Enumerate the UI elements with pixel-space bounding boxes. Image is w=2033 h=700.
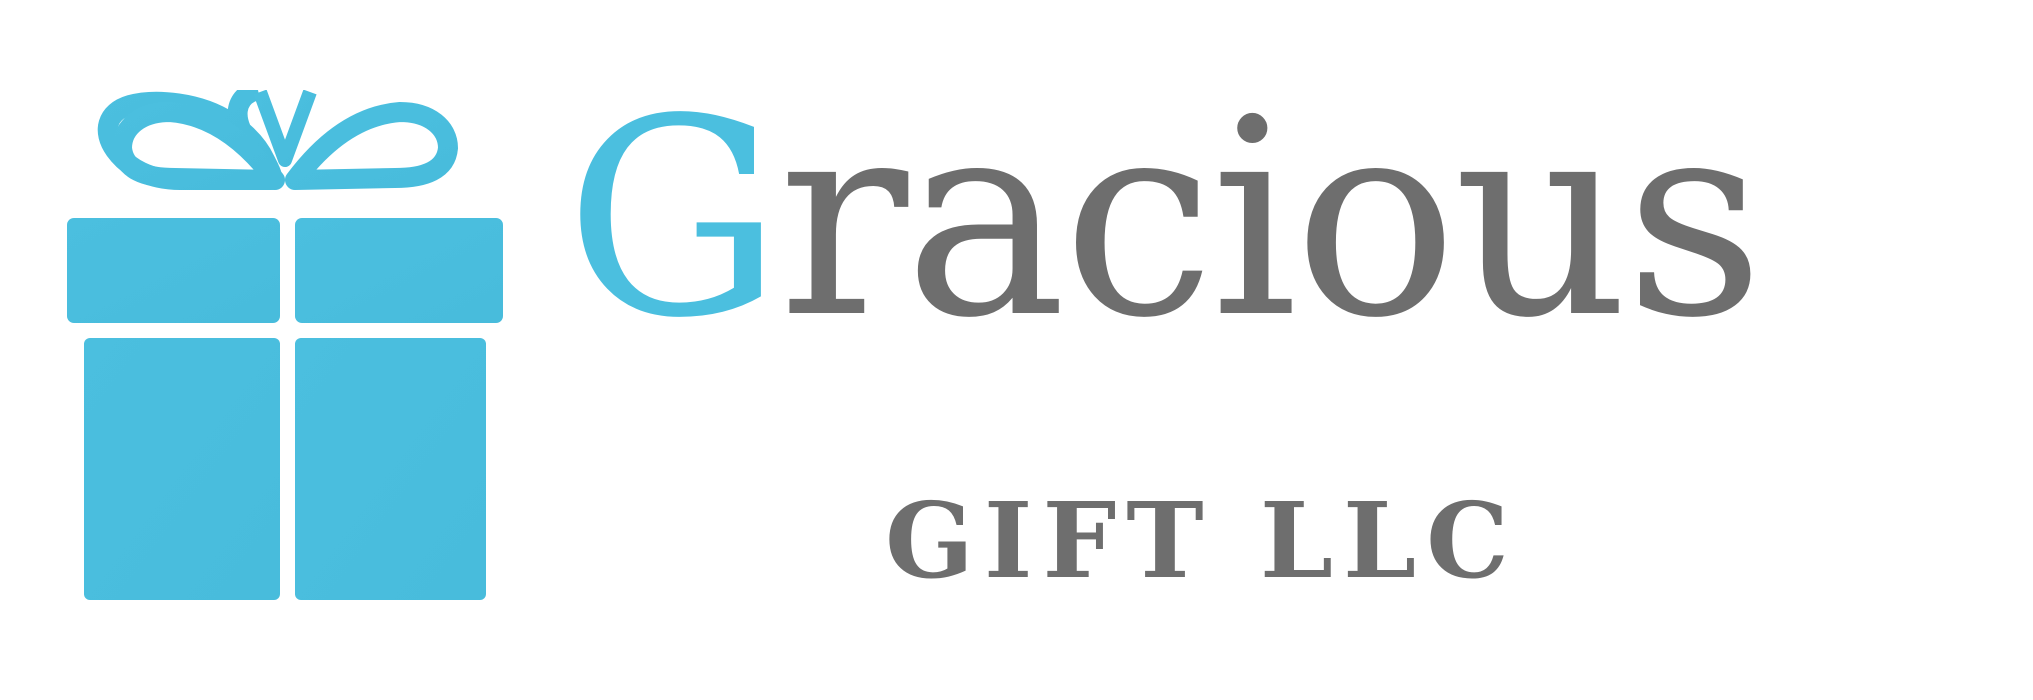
bow-center [253, 89, 317, 167]
brand-title-rest: racious [778, 62, 1764, 378]
box-right [295, 338, 486, 600]
gift-box-logo [60, 80, 510, 600]
bow-right-loop [285, 102, 458, 190]
lid-right [295, 218, 503, 323]
brand-title-initial: G [565, 62, 782, 378]
box-left [84, 338, 280, 600]
brand-subtitle: GIFT LLC [885, 479, 1519, 602]
gift-box-icon [67, 80, 503, 600]
brand-wordmark: Gracious [565, 70, 1995, 370]
bow-left-loop-fill [112, 102, 285, 190]
lid-left [67, 218, 280, 323]
brand-title: Gracious [565, 70, 1764, 370]
